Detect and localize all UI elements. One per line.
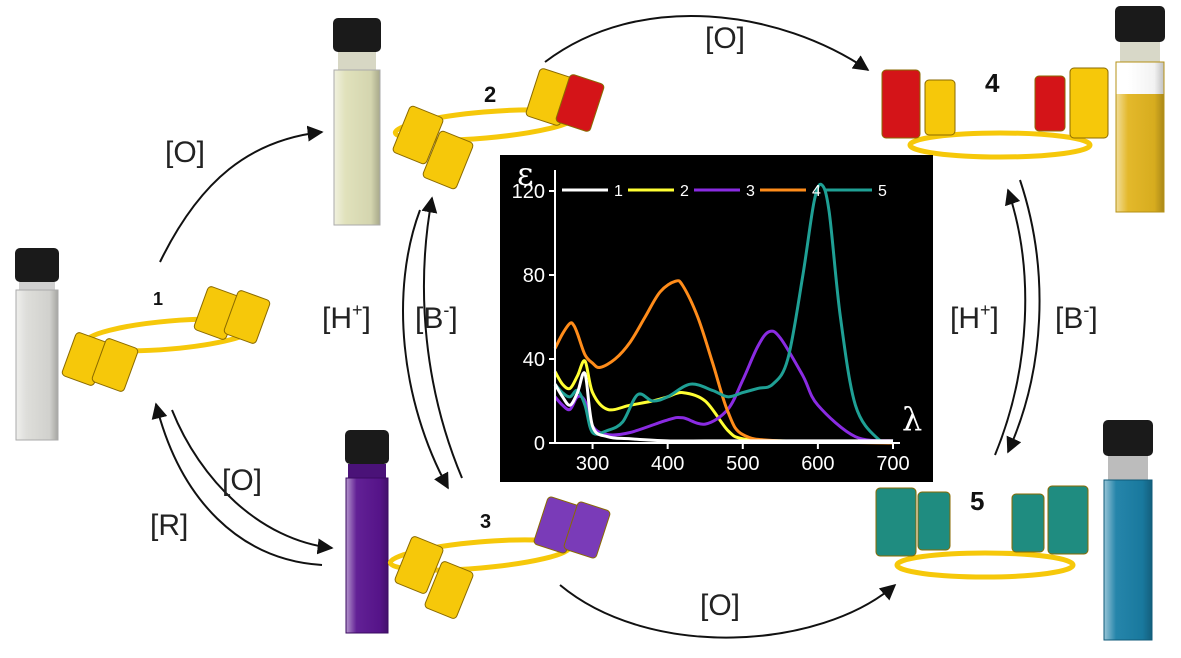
chart-legend: 1 2 3 4 5 [562,183,887,200]
y-axis-label: ε [517,155,534,193]
chart-background [500,155,933,482]
molecule-3 [387,496,611,619]
block-2-1 [392,105,444,165]
label-base-left: [B-] [415,300,458,335]
compound-label-2: 2 [484,82,496,107]
arrow-5-to-4 [994,188,1027,456]
arrow-labels: [O] [O] [O] [R] [O] [H+] [B-] [H+] [B-] [150,22,1098,622]
arrow-1-to-2 [159,125,324,263]
y-tick-label: 40 [523,349,545,371]
x-tick-label: 500 [726,453,759,475]
block-3-1 [394,536,444,594]
molecule-1 [61,286,271,392]
molecule-5 [875,485,1089,580]
block-3-2 [424,561,474,619]
arrow-2-to-4 [544,14,870,71]
block-4-1 [881,69,921,139]
compound-label-1: 1 [153,289,163,309]
arrow-4-to-5 [1006,179,1041,454]
arrow-3-to-1 [151,402,323,566]
block-4-2 [924,79,956,136]
legend-label-5: 5 [878,183,887,200]
molecule-2 [392,68,605,190]
compound-label-4: 4 [985,68,1000,98]
label-ox-1-3: [O] [222,464,262,497]
block-5-2 [917,491,951,551]
block-5-4 [1047,485,1089,555]
series-line-3 [553,329,894,443]
block-5-1 [875,487,917,557]
compound-numbers: 1 2 3 4 5 [153,68,1000,533]
series-line-1 [553,371,893,443]
series-line-5 [553,182,894,444]
x-axis-label: λ [902,400,922,438]
absorption-chart: 300 400 500 600 700 0 40 80 120 ε λ 1 2 3 4 5 [500,155,933,482]
series-line-2 [553,359,894,443]
label-red-3-1: [R] [150,509,188,542]
vial-2 [333,18,381,226]
vial-1 [15,248,59,441]
label-acid-left: [H+] [322,300,371,335]
label-ox-2-4: [O] [705,22,745,55]
x-tick-label: 600 [801,453,834,475]
x-tick-label: 300 [576,453,609,475]
legend-label-2: 2 [680,183,689,200]
block-5-3 [1011,493,1045,553]
vial-4 [1115,6,1165,213]
block-1-4 [223,290,271,344]
arrow-1-to-3 [171,409,334,555]
legend-label-4: 4 [812,183,821,200]
legend-label-1: 1 [614,183,623,200]
y-tick-label: 80 [523,265,545,287]
reaction-arrows [151,14,1041,639]
vial-5 [1103,420,1153,641]
legend-label-3: 3 [746,183,755,200]
block-1-2 [91,338,139,392]
compound-label-3: 3 [480,511,491,533]
arrow-2-to-3 [402,209,449,490]
molecule-cartoons [61,67,1109,619]
vial-3 [345,430,389,634]
block-3-4 [563,501,611,559]
compound-label-5: 5 [970,486,984,516]
arrow-3-to-5 [559,583,897,639]
y-tick-label: 0 [534,433,545,455]
label-base-right: [B-] [1055,300,1098,335]
y-tick-label: 120 [512,181,545,203]
molecule-4 [881,67,1109,160]
block-4-3 [1034,75,1066,132]
x-tick-label: 700 [876,453,909,475]
x-tick-label: 400 [651,453,684,475]
arrow-3-to-2 [421,196,463,479]
label-ox-3-5: [O] [700,589,740,622]
block-2-4 [555,74,605,132]
label-ox-1-2: [O] [165,136,205,169]
vials [15,6,1165,641]
block-2-2 [422,130,474,190]
block-4-4 [1069,67,1109,139]
series-line-4 [553,279,894,445]
label-acid-right: [H+] [950,300,999,335]
